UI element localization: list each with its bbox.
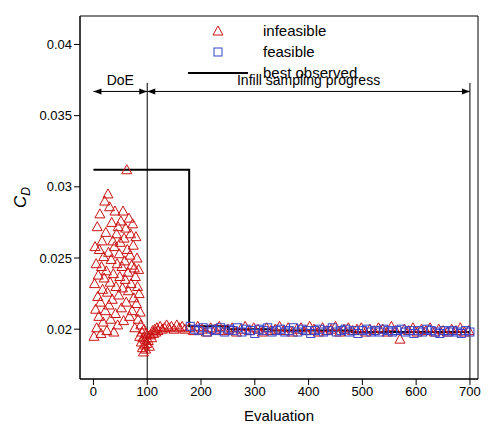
svg-text:0.04: 0.04 xyxy=(47,37,72,52)
svg-text:200: 200 xyxy=(190,384,212,399)
svg-text:0.035: 0.035 xyxy=(39,108,72,123)
svg-text:600: 600 xyxy=(405,384,427,399)
svg-text:0: 0 xyxy=(90,384,97,399)
svg-text:Evaluation: Evaluation xyxy=(244,407,314,424)
svg-text:0.03: 0.03 xyxy=(47,179,72,194)
svg-text:0.02: 0.02 xyxy=(47,322,72,337)
svg-text:0.025: 0.025 xyxy=(39,251,72,266)
svg-text:DoE: DoE xyxy=(107,72,134,88)
svg-text:500: 500 xyxy=(352,384,374,399)
svg-text:400: 400 xyxy=(298,384,320,399)
svg-text:300: 300 xyxy=(244,384,266,399)
svg-text:100: 100 xyxy=(136,384,158,399)
svg-text:700: 700 xyxy=(459,384,481,399)
svg-text:CD: CD xyxy=(11,187,33,208)
